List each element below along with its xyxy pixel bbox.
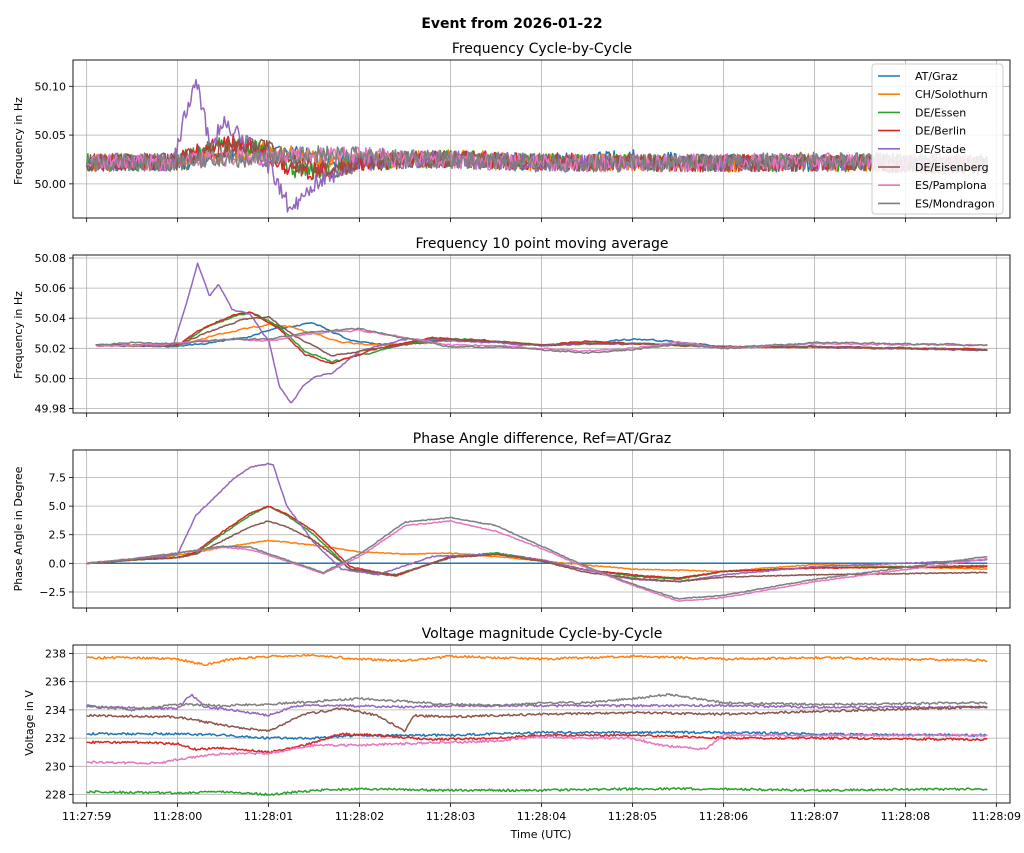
series-line-at-graz bbox=[86, 730, 988, 740]
subplot-title: Frequency Cycle-by-Cycle bbox=[452, 41, 632, 57]
subplot-phase-angle: Phase Angle difference, Ref=AT/Graz Phas… bbox=[12, 431, 1011, 612]
series-line-es-pamplona bbox=[86, 519, 988, 602]
x-tick-label: 11:28:04 bbox=[517, 810, 566, 823]
y-tick-label: 50.02 bbox=[35, 342, 67, 355]
y-tick-label: 50.10 bbox=[35, 80, 67, 93]
y-tick-label: 50.05 bbox=[35, 129, 67, 142]
legend-entry: DE/Berlin bbox=[915, 125, 966, 138]
y-tick-label: 238 bbox=[45, 647, 66, 660]
x-tick-label: 11:28:08 bbox=[881, 810, 930, 823]
series-line-de-eisenberg bbox=[86, 520, 988, 583]
y-tick-label: 5.0 bbox=[49, 500, 67, 513]
subplot-voltage-magnitude: Voltage magnitude Cycle-by-Cycle Voltage… bbox=[23, 626, 1021, 823]
legend-entry: DE/Eisenberg bbox=[915, 161, 989, 174]
y-tick-label: 50.04 bbox=[35, 312, 67, 325]
series-line-de-berlin bbox=[86, 732, 988, 754]
y-tick-label: 232 bbox=[45, 732, 66, 745]
y-tick-label: 7.5 bbox=[49, 471, 67, 484]
y-tick-label: 49.98 bbox=[35, 402, 67, 415]
figure-suptitle: Event from 2026-01-22 bbox=[421, 16, 602, 32]
y-tick-label: 230 bbox=[45, 760, 66, 773]
series-line-de-eisenberg bbox=[85, 138, 989, 176]
series-line-es-mondragon bbox=[85, 145, 988, 173]
subplot-title: Voltage magnitude Cycle-by-Cycle bbox=[422, 626, 663, 642]
legend: AT/Graz CH/Solothurn DE/Essen DE/Berlin DE/S… bbox=[871, 63, 1004, 215]
x-tick-label: 11:28:09 bbox=[972, 810, 1021, 823]
series-line-de-berlin bbox=[86, 505, 988, 580]
x-tick-label: 11:28:05 bbox=[608, 810, 657, 823]
series-line-de-stade bbox=[86, 693, 988, 717]
y-tick-label: 236 bbox=[45, 676, 66, 689]
legend-entry: AT/Graz bbox=[915, 70, 958, 83]
series-line-de-stade bbox=[86, 462, 988, 583]
x-tick-label: 11:28:02 bbox=[335, 810, 384, 823]
y-tick-label: 0.0 bbox=[49, 557, 67, 570]
y-tick-label: 2.5 bbox=[49, 529, 67, 542]
y-tick-label: 228 bbox=[45, 789, 66, 802]
y-tick-label: −2.5 bbox=[39, 586, 66, 599]
series-line-de-eisenberg bbox=[95, 315, 988, 357]
x-tick-label: 11:28:01 bbox=[244, 810, 293, 823]
y-axis-label: Frequency in Hz bbox=[12, 291, 25, 379]
y-axis-label: Frequency in Hz bbox=[12, 97, 25, 185]
x-tick-label: 11:28:06 bbox=[699, 810, 748, 823]
y-axis-label: Phase Angle in Degree bbox=[12, 466, 25, 591]
legend-entry: ES/Pamplona bbox=[915, 179, 987, 192]
series-line-es-pamplona bbox=[86, 733, 988, 765]
y-tick-label: 50.00 bbox=[35, 178, 67, 191]
y-tick-label: 50.08 bbox=[35, 252, 67, 265]
subplot-title: Frequency 10 point moving average bbox=[415, 236, 668, 252]
legend-entry: DE/Stade bbox=[915, 143, 966, 156]
series-line-es-mondragon bbox=[86, 516, 988, 600]
x-tick-label: 11:28:03 bbox=[426, 810, 475, 823]
x-tick-label: 11:27:59 bbox=[62, 810, 111, 823]
subplot-frequency-moving-average: Frequency 10 point moving average Freque… bbox=[12, 236, 1011, 417]
series-line-es-mondragon bbox=[86, 693, 988, 712]
legend-entry: ES/Mondragon bbox=[915, 197, 995, 210]
series-line-es-mondragon bbox=[95, 327, 988, 355]
y-axis-label: Voltage in V bbox=[23, 690, 36, 756]
series-line-de-eisenberg bbox=[86, 705, 988, 733]
x-tick-label: 11:28:00 bbox=[153, 810, 202, 823]
y-tick-label: 234 bbox=[45, 704, 66, 717]
series-line-ch-solothurn bbox=[86, 653, 988, 667]
x-axis-label: Time (UTC) bbox=[510, 828, 572, 841]
series-line-de-stade bbox=[85, 78, 989, 213]
legend-box bbox=[871, 63, 1004, 215]
y-tick-label: 50.00 bbox=[35, 372, 67, 385]
subplot-frequency-cycle: Frequency Cycle-by-Cycle Frequency in Hz… bbox=[12, 41, 1011, 222]
legend-entry: CH/Solothurn bbox=[915, 88, 988, 101]
series-line-de-essen bbox=[86, 787, 988, 797]
legend-entry: DE/Essen bbox=[915, 106, 966, 119]
x-tick-label: 11:28:07 bbox=[790, 810, 839, 823]
series-line-de-essen bbox=[86, 505, 988, 581]
subplot-title: Phase Angle difference, Ref=AT/Graz bbox=[413, 431, 671, 447]
y-tick-label: 50.06 bbox=[35, 282, 67, 295]
